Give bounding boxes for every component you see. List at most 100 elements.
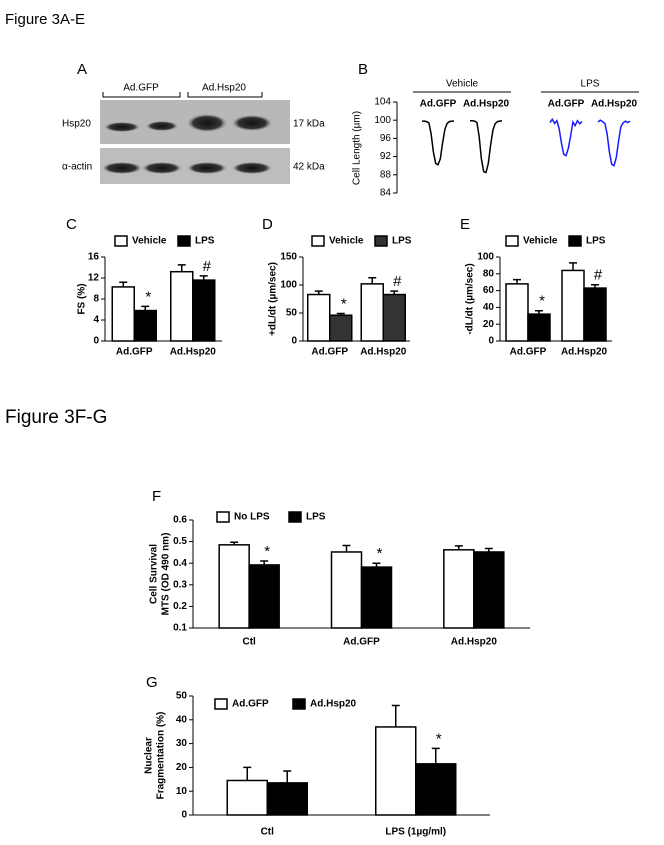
annotation: # xyxy=(594,267,603,284)
y-tick-label: 80 xyxy=(483,268,495,279)
y-tick-label: 30 xyxy=(176,738,188,749)
y-tick-label: 84 xyxy=(380,188,392,199)
bar xyxy=(307,293,331,342)
legend-label: Vehicle xyxy=(329,236,364,247)
error-bar xyxy=(454,545,463,550)
legend-swatch xyxy=(374,235,388,247)
bar xyxy=(583,287,607,342)
error-bar xyxy=(260,560,269,565)
bar xyxy=(218,544,250,629)
x-tick-label: Ad.Hsp20 xyxy=(561,347,608,358)
y-tick-label: 96 xyxy=(380,133,392,144)
y-tick-label: 0 xyxy=(93,336,99,347)
y-tick-label: 20 xyxy=(483,319,495,330)
legend-swatch xyxy=(177,235,191,247)
x-tick-label: Ad.GFP xyxy=(116,347,153,358)
legend-swatch xyxy=(114,235,128,247)
y-tick-label: 4 xyxy=(93,315,99,326)
panel-label: C xyxy=(66,216,77,233)
y-tick-label: 8 xyxy=(93,294,99,305)
x-tick-label: Ad.GFP xyxy=(510,347,547,358)
error-bar xyxy=(243,766,252,781)
lane-label: Ad.Hsp20 xyxy=(202,83,246,94)
trace xyxy=(549,117,583,157)
y-tick-label: 0 xyxy=(488,336,494,347)
y-tick-label: 150 xyxy=(280,252,297,263)
row-label: Hsp20 xyxy=(62,119,91,130)
y-tick-label: 10 xyxy=(176,786,188,797)
error-bar xyxy=(569,262,577,271)
legend-label: LPS xyxy=(392,236,412,247)
x-tick-label: Ad.Hsp20 xyxy=(170,347,217,358)
trace xyxy=(470,119,503,174)
bar xyxy=(330,551,363,629)
bar xyxy=(360,566,393,629)
trace-label: Ad.GFP xyxy=(548,99,585,110)
legend-label: LPS xyxy=(586,236,606,247)
bar xyxy=(329,314,353,342)
trace-label: Ad.Hsp20 xyxy=(463,99,510,110)
y-tick-label: 20 xyxy=(176,762,188,773)
bar xyxy=(266,782,308,816)
y-axis-label: Cell Length (µm) xyxy=(352,111,363,185)
y-tick-label: 88 xyxy=(380,169,392,180)
y-axis-label: Fragmentation (%) xyxy=(156,712,167,800)
y-tick-label: 0 xyxy=(181,810,187,821)
legend-label: Vehicle xyxy=(523,236,558,247)
y-tick-label: 50 xyxy=(176,691,188,702)
x-tick-label: Ad.Hsp20 xyxy=(451,637,498,648)
y-tick-label: 0.4 xyxy=(173,558,187,569)
y-tick-label: 0.6 xyxy=(173,515,187,526)
size-label: 42 kDa xyxy=(293,162,325,173)
bar xyxy=(505,283,529,342)
bar xyxy=(226,779,268,816)
y-axis-label: FS (%) xyxy=(77,283,88,314)
annotation: * xyxy=(341,296,347,313)
legend-swatch xyxy=(311,235,325,247)
y-axis-label: Nuclear xyxy=(144,737,155,774)
bar xyxy=(415,763,457,816)
condition-label: Vehicle xyxy=(446,79,479,90)
legend-label: Vehicle xyxy=(132,236,167,247)
y-tick-label: 60 xyxy=(483,285,495,296)
error-bar xyxy=(391,704,400,727)
legend-swatch xyxy=(216,511,230,523)
bar xyxy=(360,283,384,342)
error-bar xyxy=(390,290,399,295)
annotation: * xyxy=(264,543,270,560)
y-axis-label: MTS (OD 490 nm) xyxy=(161,533,172,616)
size-label: 17 kDa xyxy=(293,119,325,130)
annotation: # xyxy=(203,258,212,275)
legend-swatch xyxy=(292,698,306,710)
bar xyxy=(111,286,135,342)
y-tick-label: 104 xyxy=(374,97,391,108)
y-tick-label: 0 xyxy=(291,336,297,347)
bar xyxy=(527,313,551,342)
y-tick-label: 100 xyxy=(280,280,297,291)
error-bar xyxy=(535,310,543,315)
panel-label: D xyxy=(262,216,273,233)
x-tick-label: Ad.GFP xyxy=(311,347,348,358)
annotation: * xyxy=(539,293,545,310)
panel-label: B xyxy=(358,61,368,78)
panel-label: A xyxy=(77,61,87,78)
bar xyxy=(192,279,216,342)
bar xyxy=(382,293,406,342)
y-tick-label: 40 xyxy=(483,302,495,313)
error-bar xyxy=(314,290,323,295)
legend-label: No LPS xyxy=(234,512,270,523)
blot xyxy=(100,92,290,184)
error-bar xyxy=(230,541,239,545)
error-bar xyxy=(372,562,381,568)
trace xyxy=(422,120,454,166)
legend-swatch xyxy=(214,698,228,710)
legend-label: LPS xyxy=(195,236,215,247)
y-tick-label: 0.1 xyxy=(173,623,187,634)
legend-label: Ad.GFP xyxy=(232,699,269,710)
error-bar xyxy=(342,544,351,552)
bar xyxy=(443,549,475,629)
error-bar xyxy=(484,547,493,552)
bar xyxy=(133,309,157,342)
error-bar xyxy=(336,312,345,316)
x-tick-label: Ctl xyxy=(242,637,256,648)
